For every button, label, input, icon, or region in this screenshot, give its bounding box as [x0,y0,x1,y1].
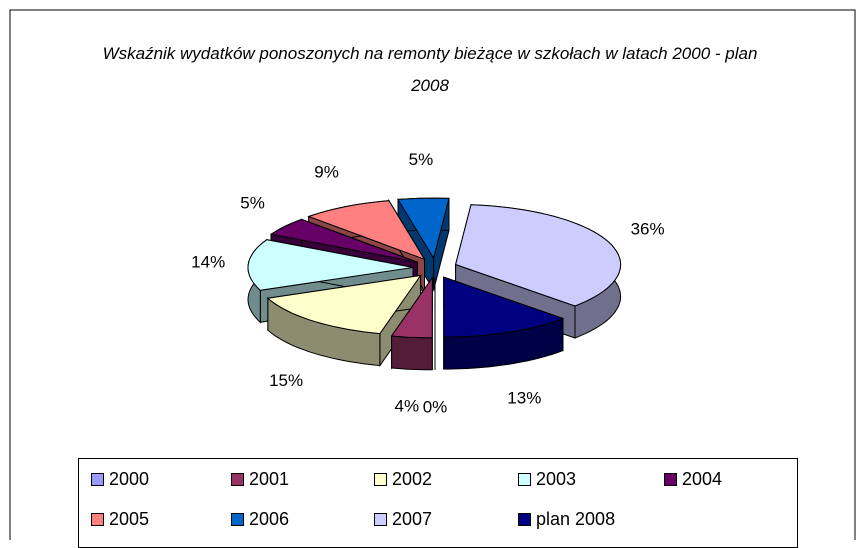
legend-swatch [91,472,104,486]
legend-swatch [231,472,244,486]
legend-item: 2000 [91,467,149,491]
legend-item: 2006 [231,507,289,531]
legend-item: 2002 [374,467,432,491]
legend-swatch [91,512,104,526]
slice-top [269,218,418,263]
data-label: 5% [409,150,434,169]
chart-frame [9,9,856,540]
data-label: 36% [631,220,665,239]
slice-top [307,200,426,261]
slice-top [455,204,622,307]
slice-top [443,276,565,338]
data-label: 0% [423,397,448,416]
slice-outer-wall [391,335,433,371]
slice [390,276,433,371]
legend-item: 2007 [374,507,432,531]
data-label: 13% [507,389,541,408]
legend-label: 2007 [392,508,433,529]
legend-label: 2000 [109,468,150,489]
legend-label: 2005 [109,508,150,529]
legend-label: 2002 [392,468,433,489]
data-label: 15% [269,371,303,390]
slice [266,273,422,368]
legend-swatch [231,512,244,526]
legend-item: 2004 [664,467,722,491]
legend-swatch [374,472,387,486]
legend-label: plan 2008 [536,508,616,529]
slice-top [390,276,433,339]
data-label: 5% [240,193,265,212]
legend-label: 2004 [682,468,723,489]
data-label: 4% [395,397,420,416]
legend: 2000 2001 2002 2003 2004 2005 2006 2007 plan 200… [78,458,798,548]
slice-top [247,239,414,291]
legend-label: 2003 [536,468,577,489]
legend-item: plan 2008 [518,507,615,531]
legend-item: 2005 [91,507,149,531]
chart-title: Wskaźnik wydatków ponoszonych na remonty… [102,44,758,95]
legend-item: 2003 [518,467,576,491]
slice-top [266,274,422,335]
slice [443,276,565,370]
legend-swatch [518,472,531,486]
legend-label: 2006 [249,508,290,529]
legend-item: 2001 [231,467,289,491]
legend-swatch [664,472,677,486]
slice-top [397,197,450,260]
legend-swatch [518,512,531,526]
legend-swatch [374,512,387,526]
legend-label: 2001 [249,468,290,489]
data-label: 14% [191,252,225,271]
data-label: 9% [314,163,339,182]
